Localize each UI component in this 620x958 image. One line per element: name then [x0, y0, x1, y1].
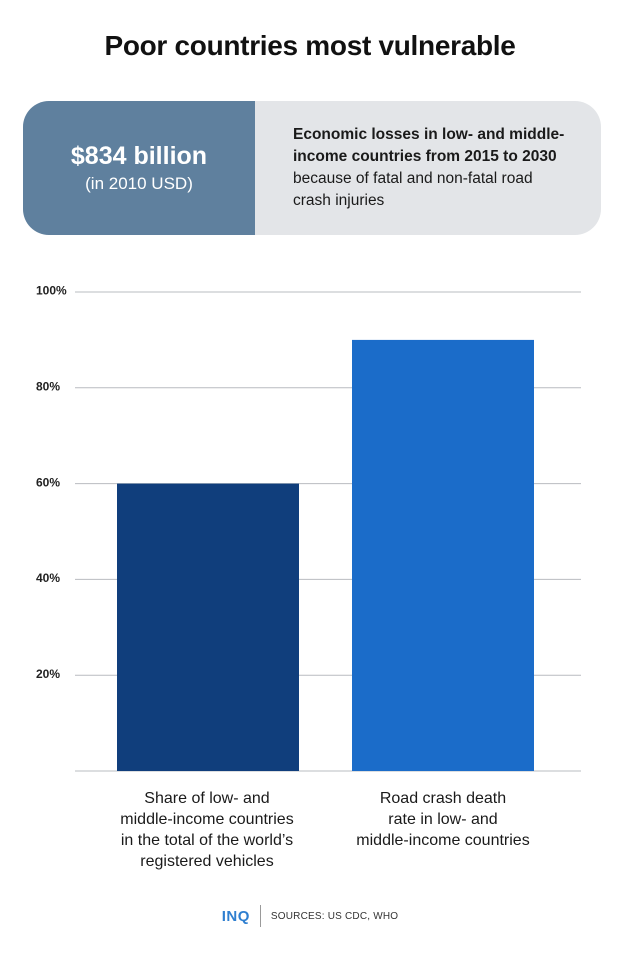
loss-amount-note: (in 2010 USD) — [85, 174, 193, 193]
sources-text: SOURCES: US CDC, WHO — [270, 910, 399, 922]
category-label-line: Road crash death — [379, 790, 507, 807]
y-tick-label-80: 80% — [36, 379, 60, 393]
category-label-line: Share of low- and — [144, 790, 270, 807]
inq-logo: INQ — [221, 907, 250, 925]
y-tick-label-20: 20% — [36, 667, 60, 681]
banner-description: Economic losses in low- and middle-incom… — [255, 101, 601, 235]
category-label-death-rate: Road crash death rate in low- and middle-i… — [318, 788, 568, 851]
y-tick-label-100: 100% — [36, 284, 67, 298]
bar-layer — [117, 339, 534, 771]
category-label-line: registered vehicles — [140, 853, 274, 870]
category-label-line: middle-income countries — [120, 811, 294, 828]
banner-text-bold: Economic losses in low- and middle-incom… — [293, 126, 565, 165]
summary-banner: $834 billion (in 2010 USD) Economic loss… — [23, 101, 601, 235]
loss-amount: $834 billion — [70, 142, 208, 170]
banner-amount-panel: $834 billion (in 2010 USD) — [23, 101, 255, 235]
category-label-line: rate in low- and — [388, 811, 498, 828]
category-label-line: middle-income countries — [356, 832, 530, 849]
banner-text-regular: because of fatal and non-fatal road cras… — [293, 170, 533, 209]
footer: INQ SOURCES: US CDC, WHO — [0, 905, 620, 927]
bar-chart: 20% 40% 60% 80% 100% — [36, 284, 581, 772]
category-label-line: in the total of the world’s — [120, 832, 294, 849]
y-tick-label-60: 60% — [36, 475, 60, 489]
footer-divider — [259, 905, 261, 927]
page-title: Poor countries most vulnerable — [104, 30, 516, 61]
category-label-vehicles: Share of low- and middle-income countries… — [82, 788, 332, 872]
bar-1 — [352, 339, 534, 771]
y-tick-label-40: 40% — [36, 571, 60, 585]
tick-layer: 20% 40% 60% 80% 100% — [36, 284, 67, 681]
bar-0 — [117, 483, 299, 771]
